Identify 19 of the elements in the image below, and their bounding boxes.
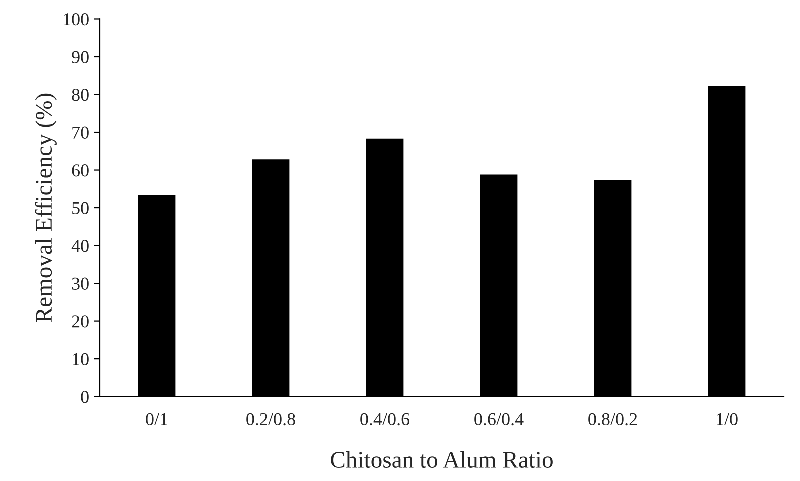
x-tick-label: 1/0 (717, 413, 738, 426)
y-tick-label: 20 (72, 316, 89, 328)
y-tick-label: 0 (81, 391, 89, 404)
y-tick-label: 40 (72, 240, 89, 252)
y-axis-title: Removal Efficiency (%) (35, 94, 57, 323)
y-tick-label: 90 (72, 51, 89, 64)
y-tick-label: 70 (72, 126, 89, 139)
y-tick-label: 80 (72, 89, 89, 102)
y-tick-label: 50 (72, 202, 89, 214)
x-tick-label: 0.4/0.6 (360, 413, 410, 426)
x-tick-label: 0.2/0.8 (246, 413, 296, 426)
x-tick-label: 0.8/0.2 (588, 413, 638, 426)
x-tick-label: 0/1 (146, 413, 168, 426)
x-tick-label: 0.6/0.4 (474, 413, 524, 426)
x-axis-title: Chitosan to Alum Ratio (331, 451, 553, 468)
y-tick-label: 10 (73, 353, 89, 366)
y-tick-label: 30 (72, 278, 89, 290)
y-tick-label: 60 (72, 164, 89, 177)
y-tick-label: 100 (64, 13, 89, 26)
